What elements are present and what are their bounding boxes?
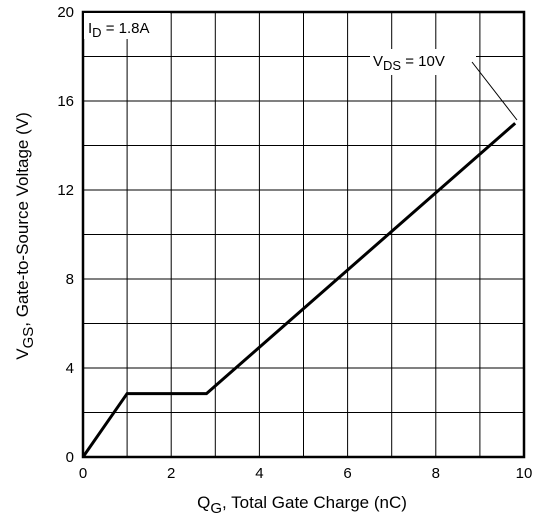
vds-annotation-box [370, 49, 476, 75]
y-tick-label: 12 [57, 182, 74, 199]
x-tick-label: 0 [79, 465, 87, 482]
id-annotation-main: I [88, 20, 92, 37]
vds-annotation-rest: = 10V [401, 53, 445, 70]
vds-leader-line [471, 61, 518, 121]
series-layer [81, 122, 517, 458]
grid-lines [83, 12, 524, 457]
vds-annotation: VDS = 10V [373, 53, 445, 73]
y-axis-title: VGS, Gate-to-Source Voltage (V) [13, 112, 37, 360]
id-annotation-box [84, 13, 170, 39]
y-tick-labels: 0 4 8 12 16 20 [57, 4, 74, 466]
id-annotation: ID = 1.8A [88, 20, 150, 40]
id-annotation-rest: = 1.8A [102, 20, 150, 37]
x-axis-title-sub: G [210, 500, 222, 517]
x-tick-label: 4 [255, 465, 263, 482]
x-axis-title: QG, Total Gate Charge (nC) [197, 493, 407, 517]
x-tick-label: 6 [343, 465, 351, 482]
x-axis-title-main: Q [197, 493, 210, 512]
x-tick-label: 10 [516, 465, 533, 482]
vds-annotation-main: V [373, 53, 383, 70]
x-tick-label: 2 [167, 465, 175, 482]
x-tick-label: 8 [432, 465, 440, 482]
y-axis-title-main: V [13, 348, 32, 360]
y-tick-label: 4 [66, 360, 74, 377]
y-tick-label: 8 [66, 271, 74, 288]
series-line-0 [81, 122, 517, 458]
x-axis-title-rest: , Total Gate Charge (nC) [222, 493, 407, 512]
y-tick-label: 16 [57, 93, 74, 110]
vds-annotation-sub: DS [383, 58, 401, 73]
y-axis-title-rest: , Gate-to-Source Voltage (V) [13, 112, 32, 327]
y-tick-label: 20 [57, 4, 74, 21]
y-axis-title-sub: GS [20, 327, 37, 349]
x-tick-labels: 0 2 4 6 8 10 [79, 465, 533, 482]
id-annotation-sub: D [92, 25, 101, 40]
plot-frame [81, 10, 526, 459]
y-tick-label: 0 [66, 449, 74, 466]
